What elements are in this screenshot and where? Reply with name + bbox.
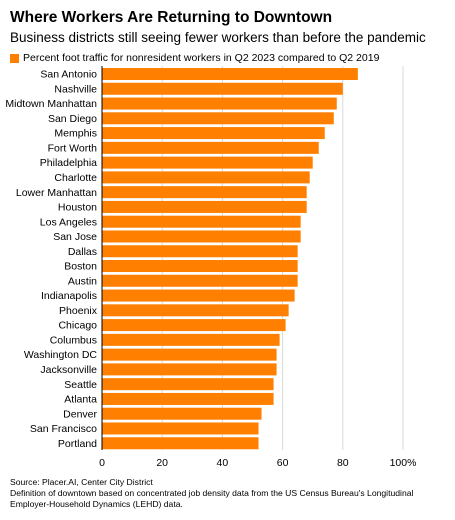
category-label: Philadelphia: [40, 157, 97, 169]
x-tick-label: 80: [337, 457, 349, 469]
category-label: Boston: [64, 261, 97, 273]
x-tick-label: 100%: [390, 457, 417, 469]
category-label: Indianapolis: [41, 290, 97, 302]
bar: [102, 392, 274, 405]
legend-swatch: [10, 53, 19, 63]
bar: [102, 186, 307, 199]
bar: [102, 82, 343, 95]
chart-subtitle: Business districts still seeing fewer wo…: [10, 30, 426, 45]
bar: [102, 127, 325, 140]
category-label: Washington DC: [24, 349, 98, 361]
chart-title: Where Workers Are Returning to Downtown: [10, 9, 333, 26]
bar: [102, 97, 337, 110]
bar: [102, 422, 259, 435]
category-label: Seattle: [64, 379, 97, 391]
category-label: Austin: [68, 275, 97, 287]
bar: [102, 348, 277, 361]
bar: [102, 319, 286, 332]
bar-chart: San Antonio Nashville Midtown Manhattan San…: [5, 66, 417, 469]
category-label: Portland: [58, 438, 97, 450]
source-note: Source: Placer.AI, Center City District: [10, 477, 153, 487]
category-label: Jacksonville: [40, 364, 97, 376]
category-label: Dallas: [68, 246, 97, 258]
bar: [102, 437, 259, 450]
bar: [102, 363, 277, 376]
bar: [102, 215, 301, 228]
bar: [102, 245, 298, 258]
bar: [102, 171, 310, 184]
category-label: San Antonio: [40, 69, 97, 81]
category-label: Houston: [58, 202, 97, 214]
bar: [102, 200, 307, 213]
category-label: Columbus: [50, 334, 97, 346]
bar: [102, 378, 274, 391]
x-tick-label: 20: [156, 457, 168, 469]
bar: [102, 260, 298, 273]
bar: [102, 156, 313, 169]
category-label: Phoenix: [59, 305, 98, 317]
bar: [102, 289, 295, 302]
bar: [102, 141, 319, 154]
bar: [102, 230, 301, 243]
bar: [102, 68, 358, 80]
bar: [102, 304, 289, 317]
category-label: Los Angeles: [40, 216, 97, 228]
bar: [102, 333, 280, 346]
category-label: Lower Manhattan: [16, 187, 97, 199]
category-label: Atlanta: [64, 394, 97, 406]
category-label: San Diego: [48, 113, 97, 125]
x-tick-label: 40: [217, 457, 229, 469]
category-label: Charlotte: [54, 172, 97, 184]
x-tick-label: 60: [277, 457, 289, 469]
category-label: Midtown Manhattan: [5, 98, 97, 110]
legend: Percent foot traffic for nonresident wor…: [10, 52, 379, 64]
definition-note-line-2: Employer-Household Dynamics (LEHD) data.: [10, 499, 183, 509]
bar: [102, 274, 298, 287]
category-label: Memphis: [54, 128, 97, 140]
category-label: San Francisco: [30, 423, 97, 435]
category-label: Fort Worth: [48, 142, 98, 154]
category-label: San Jose: [53, 231, 97, 243]
x-tick-label: 0: [99, 457, 105, 469]
chart-footer: Source: Placer.AI, Center City District …: [10, 477, 450, 510]
bar: [102, 407, 262, 420]
category-label: Nashville: [54, 83, 97, 95]
legend-label: Percent foot traffic for nonresident wor…: [23, 52, 380, 64]
category-label: Chicago: [58, 320, 97, 332]
definition-note-line-1: Definition of downtown based on concentr…: [10, 488, 414, 498]
bar: [102, 112, 334, 125]
category-label: Denver: [63, 408, 97, 420]
